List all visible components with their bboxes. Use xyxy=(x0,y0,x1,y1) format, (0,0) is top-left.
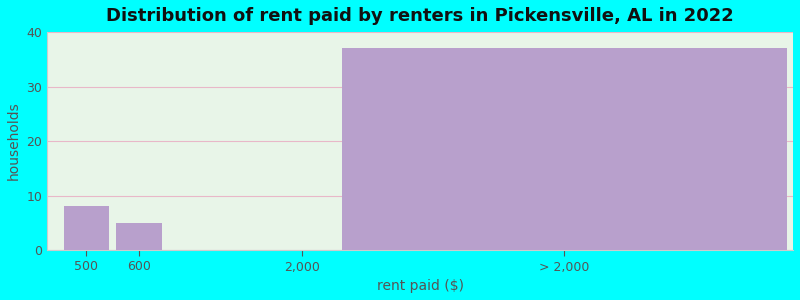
Title: Distribution of rent paid by renters in Pickensville, AL in 2022: Distribution of rent paid by renters in … xyxy=(106,7,734,25)
Bar xyxy=(116,223,162,250)
X-axis label: rent paid ($): rent paid ($) xyxy=(377,279,464,293)
Y-axis label: households: households xyxy=(7,102,21,180)
Bar xyxy=(63,206,110,250)
Bar xyxy=(342,48,786,250)
